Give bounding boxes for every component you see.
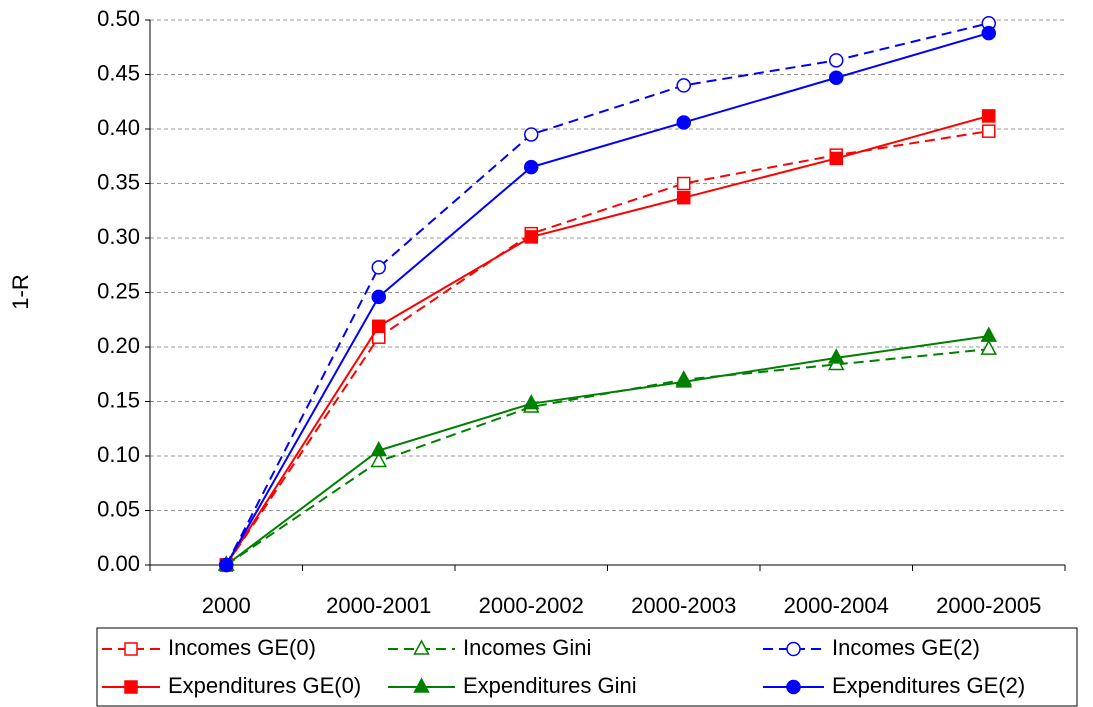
marker (413, 639, 430, 655)
marker (370, 451, 388, 468)
marker (675, 372, 693, 388)
marker (413, 677, 430, 693)
y-tick-label: 0.30 (97, 224, 140, 249)
marker (677, 176, 691, 191)
marker (370, 440, 388, 457)
marker (980, 339, 998, 355)
legend-label: Incomes Gini (463, 635, 591, 660)
marker (219, 557, 234, 573)
x-tick-label: 2000-2003 (631, 593, 736, 618)
marker (371, 289, 386, 305)
marker (980, 326, 998, 342)
x-tick-label: 2000 (202, 593, 251, 618)
series-line (225, 335, 989, 566)
x-tick-label: 2000-2001 (326, 593, 431, 618)
y-tick-label: 0.00 (97, 551, 140, 576)
marker (677, 190, 691, 205)
series-line (225, 32, 990, 566)
legend-label: Expenditures GE(0) (168, 673, 361, 698)
legend-label: Incomes GE(2) (832, 635, 980, 660)
y-tick-label: 0.10 (97, 442, 140, 467)
marker (124, 680, 138, 694)
marker (676, 78, 691, 93)
series-line (225, 114, 990, 566)
y-tick-label: 0.05 (97, 496, 140, 521)
marker (371, 260, 386, 275)
marker (676, 115, 691, 130)
legend-box (96, 627, 1078, 707)
marker (829, 53, 844, 68)
y-tick-label: 0.40 (97, 115, 140, 140)
y-tick-label: 0.20 (97, 333, 140, 358)
x-tick-label: 2000-2005 (936, 593, 1041, 618)
legend-label: Expenditures GE(2) (832, 673, 1025, 698)
legend-label: Incomes GE(0) (168, 635, 316, 660)
marker (522, 394, 540, 410)
series-line (225, 22, 989, 566)
series-line (225, 348, 989, 566)
marker (982, 124, 996, 138)
marker (829, 151, 843, 166)
y-tick-label: 0.50 (97, 6, 140, 31)
y-axis-label: 1-R (8, 274, 33, 309)
marker (124, 642, 138, 656)
x-tick-label: 2000-2004 (784, 593, 889, 618)
marker (524, 127, 539, 142)
y-tick-label: 0.25 (97, 278, 140, 303)
y-tick-label: 0.45 (97, 60, 140, 85)
marker (524, 230, 538, 244)
marker (372, 319, 386, 334)
marker (827, 348, 845, 364)
y-tick-label: 0.15 (97, 387, 140, 412)
y-tick-label: 0.35 (97, 169, 140, 194)
marker (981, 25, 996, 41)
marker (786, 679, 801, 695)
marker (829, 70, 844, 86)
marker (786, 641, 801, 657)
marker (524, 159, 539, 175)
series-line (225, 130, 989, 566)
marker (982, 109, 996, 123)
legend-label: Expenditures Gini (463, 673, 637, 698)
x-tick-label: 2000-2002 (479, 593, 584, 618)
